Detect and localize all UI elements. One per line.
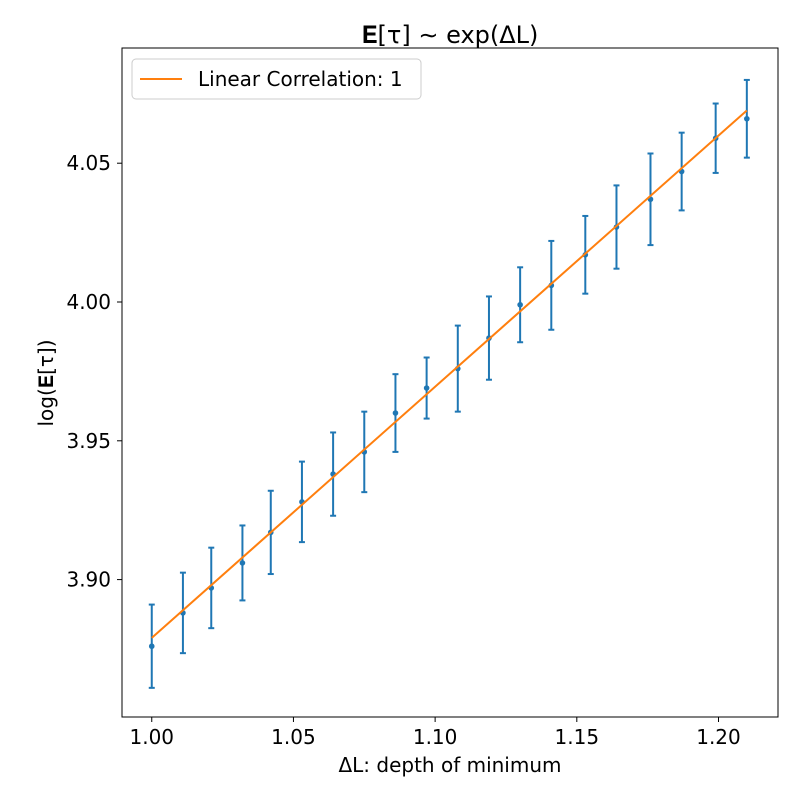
data-point xyxy=(148,643,155,650)
y-tick-label: 3.95 xyxy=(66,429,111,453)
data-point xyxy=(517,301,523,308)
x-axis-label: ΔL: depth of minimum xyxy=(338,753,561,777)
plot-frame xyxy=(121,47,779,718)
fit-line xyxy=(151,109,748,639)
data-point xyxy=(392,410,399,416)
chart-title: 𝐄[τ] ∼ exp(ΔL) xyxy=(362,21,539,49)
x-tick-label: 1.05 xyxy=(271,725,316,749)
legend-box xyxy=(131,58,422,100)
plot-area xyxy=(148,78,750,689)
x-tick-label: 1.10 xyxy=(413,725,458,749)
legend: Linear Correlation: 1 xyxy=(131,58,422,100)
y-axis: 3.90 3.95 4.00 4.05 xyxy=(66,151,122,592)
y-tick-label: 3.90 xyxy=(66,568,111,592)
y-tick-label: 4.05 xyxy=(66,151,111,175)
y-axis-label: log(𝐄[τ]) xyxy=(34,339,58,426)
x-tick-label: 1.15 xyxy=(555,725,600,749)
x-axis: 1.00 1.05 1.10 1.15 1.20 xyxy=(129,717,741,749)
data-point xyxy=(423,385,430,391)
x-tick-label: 1.00 xyxy=(129,725,174,749)
data-point xyxy=(744,115,750,122)
y-tick-label: 4.00 xyxy=(66,290,111,314)
legend-label: Linear Correlation: 1 xyxy=(198,67,403,91)
x-tick-label: 1.20 xyxy=(696,725,741,749)
data-point xyxy=(239,560,246,566)
